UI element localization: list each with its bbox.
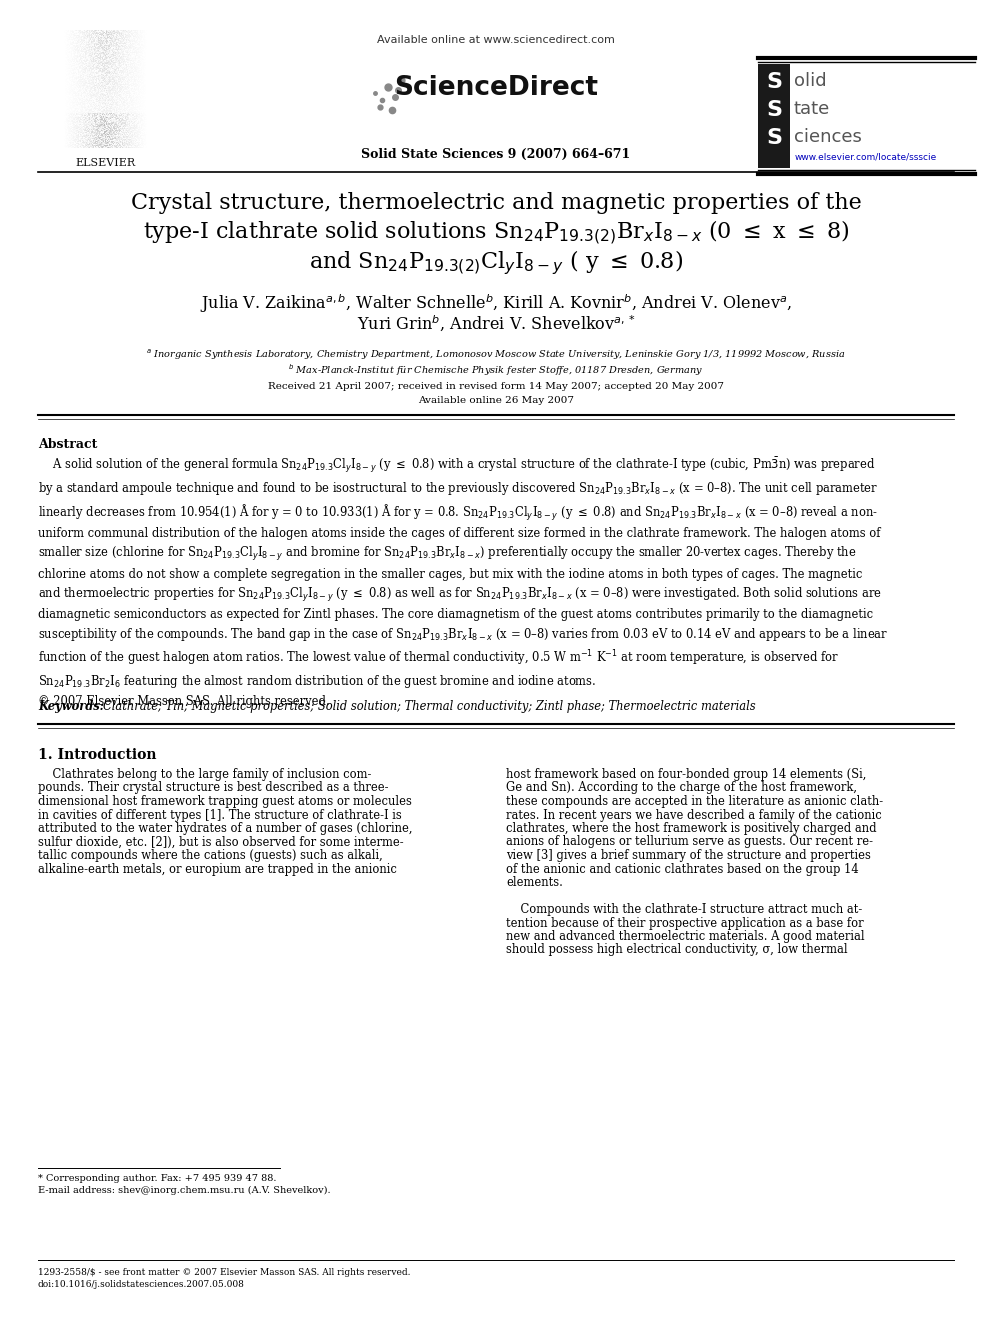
Text: A solid solution of the general formula Sn$_{24}$P$_{19.3}$Cl$_y$I$_{8-y}$ (y $\: A solid solution of the general formula … [38, 456, 888, 708]
Text: Compounds with the clathrate-I structure attract much at-: Compounds with the clathrate-I structure… [506, 904, 862, 916]
Text: Julia V. Zaikina$^{a,b}$, Walter Schnelle$^{b}$, Kirill A. Kovnir$^{b}$, Andrei : Julia V. Zaikina$^{a,b}$, Walter Schnell… [200, 292, 792, 315]
Text: tate: tate [794, 101, 830, 118]
Text: Ge and Sn). According to the charge of the host framework,: Ge and Sn). According to the charge of t… [506, 782, 857, 795]
Text: rates. In recent years we have described a family of the cationic: rates. In recent years we have described… [506, 808, 882, 822]
Text: E-mail address: shev@inorg.chem.msu.ru (A.V. Shevelkov).: E-mail address: shev@inorg.chem.msu.ru (… [38, 1185, 330, 1195]
Text: ScienceDirect: ScienceDirect [394, 75, 598, 101]
Text: Abstract: Abstract [38, 438, 97, 451]
Text: Yuri Grin$^{b}$, Andrei V. Shevelkov$^{a,*}$: Yuri Grin$^{b}$, Andrei V. Shevelkov$^{a… [357, 314, 635, 333]
Text: S: S [766, 128, 782, 148]
Text: sulfur dioxide, etc. [2]), but is also observed for some interme-: sulfur dioxide, etc. [2]), but is also o… [38, 836, 404, 848]
Text: elements.: elements. [506, 876, 562, 889]
Text: Received 21 April 2007; received in revised form 14 May 2007; accepted 20 May 20: Received 21 April 2007; received in revi… [268, 382, 724, 392]
Text: attributed to the water hydrates of a number of gases (chlorine,: attributed to the water hydrates of a nu… [38, 822, 413, 835]
Text: Keywords:: Keywords: [38, 700, 108, 713]
Text: Clathrates belong to the large family of inclusion com-: Clathrates belong to the large family of… [38, 767, 371, 781]
Text: pounds. Their crystal structure is best described as a three-: pounds. Their crystal structure is best … [38, 782, 389, 795]
Text: doi:10.1016/j.solidstatesciences.2007.05.008: doi:10.1016/j.solidstatesciences.2007.05… [38, 1279, 245, 1289]
Text: in cavities of different types [1]. The structure of clathrate-I is: in cavities of different types [1]. The … [38, 808, 402, 822]
Text: these compounds are accepted in the literature as anionic clath-: these compounds are accepted in the lite… [506, 795, 883, 808]
Text: dimensional host framework trapping guest atoms or molecules: dimensional host framework trapping gues… [38, 795, 412, 808]
Text: www.elsevier.com/locate/ssscie: www.elsevier.com/locate/ssscie [795, 152, 937, 161]
Text: tallic compounds where the cations (guests) such as alkali,: tallic compounds where the cations (gues… [38, 849, 383, 863]
Text: Solid State Sciences 9 (2007) 664–671: Solid State Sciences 9 (2007) 664–671 [361, 148, 631, 161]
Text: type-I clathrate solid solutions Sn$_{24}$P$_{19.3(2)}$Br$_x$I$_{8-x}$ (0 $\leq$: type-I clathrate solid solutions Sn$_{24… [143, 218, 849, 246]
Text: view [3] gives a brief summary of the structure and properties: view [3] gives a brief summary of the st… [506, 849, 871, 863]
Text: and Sn$_{24}$P$_{19.3(2)}$Cl$_y$I$_{8-y}$ ( y $\leq$ 0.8): and Sn$_{24}$P$_{19.3(2)}$Cl$_y$I$_{8-y}… [309, 247, 683, 277]
Text: of the anionic and cationic clathrates based on the group 14: of the anionic and cationic clathrates b… [506, 863, 859, 876]
Text: Crystal structure, thermoelectric and magnetic properties of the: Crystal structure, thermoelectric and ma… [131, 192, 861, 214]
Text: $^{b}$ Max-Planck-Institut für Chemische Physik fester Stoffe, 01187 Dresden, Ge: $^{b}$ Max-Planck-Institut für Chemische… [289, 363, 703, 378]
Text: ELSEVIER: ELSEVIER [75, 157, 135, 168]
Text: * Corresponding author. Fax: +7 495 939 47 88.: * Corresponding author. Fax: +7 495 939 … [38, 1174, 277, 1183]
Text: $^{a}$ Inorganic Synthesis Laboratory, Chemistry Department, Lomonosov Moscow St: $^{a}$ Inorganic Synthesis Laboratory, C… [146, 348, 846, 363]
Text: alkaline-earth metals, or europium are trapped in the anionic: alkaline-earth metals, or europium are t… [38, 863, 397, 876]
Text: Available online at www.sciencedirect.com: Available online at www.sciencedirect.co… [377, 34, 615, 45]
Text: 1. Introduction: 1. Introduction [38, 747, 157, 762]
Text: clathrates, where the host framework is positively charged and: clathrates, where the host framework is … [506, 822, 877, 835]
Text: S: S [766, 71, 782, 93]
Text: anions of halogens or tellurium serve as guests. Our recent re-: anions of halogens or tellurium serve as… [506, 836, 873, 848]
Text: host framework based on four-bonded group 14 elements (Si,: host framework based on four-bonded grou… [506, 767, 866, 781]
Bar [758, 64, 790, 168]
Text: tention because of their prospective application as a base for: tention because of their prospective app… [506, 917, 864, 930]
Text: 1293-2558/$ - see front matter © 2007 Elsevier Masson SAS. All rights reserved.: 1293-2558/$ - see front matter © 2007 El… [38, 1267, 411, 1277]
Text: olid: olid [794, 71, 826, 90]
Text: new and advanced thermoelectric materials. A good material: new and advanced thermoelectric material… [506, 930, 865, 943]
Text: S: S [766, 101, 782, 120]
Text: Available online 26 May 2007: Available online 26 May 2007 [418, 396, 574, 405]
Text: Clathrate; Tin; Magnetic properties; Solid solution; Thermal conductivity; Zintl: Clathrate; Tin; Magnetic properties; Sol… [103, 700, 756, 713]
Text: should possess high electrical conductivity, σ, low thermal: should possess high electrical conductiv… [506, 943, 847, 957]
Text: ciences: ciences [794, 128, 862, 146]
